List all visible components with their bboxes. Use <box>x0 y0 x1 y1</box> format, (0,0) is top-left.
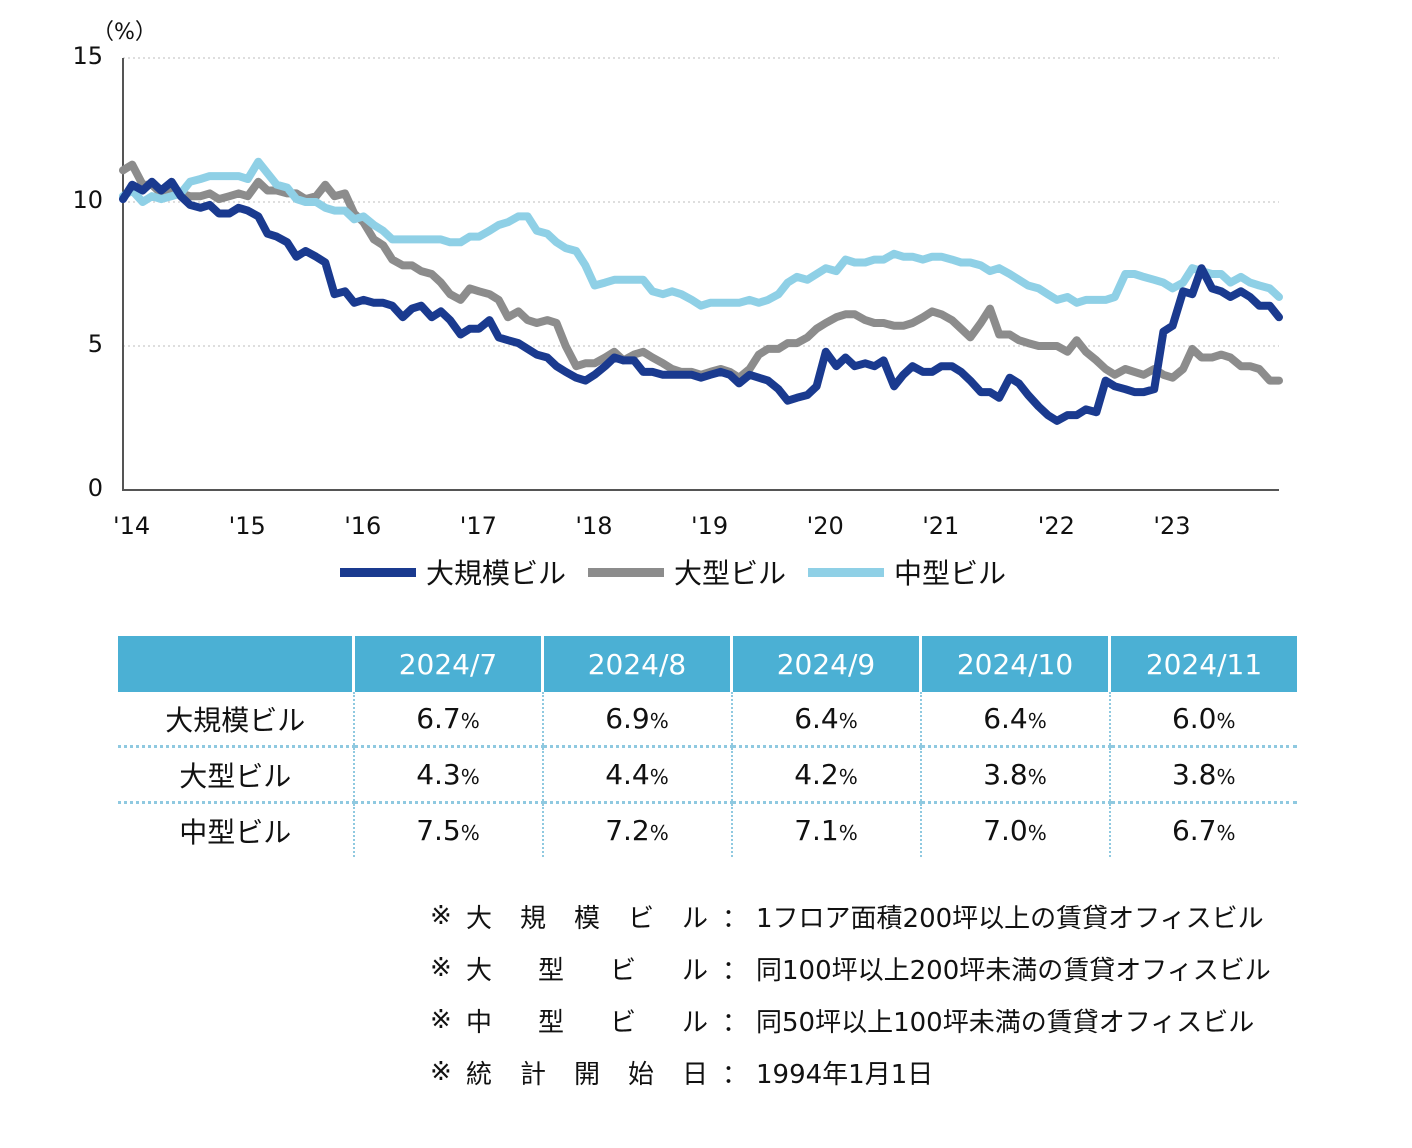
x-tick-label: '16 <box>344 512 382 540</box>
footnote-key-char: ビ <box>609 955 636 986</box>
footnote-line: ※ 大 型 ビ ル ：同100坪以上200坪未満の賃貸オフィスビル <box>430 942 1271 994</box>
chart-series <box>119 157 1283 425</box>
footnote-colon: ： <box>722 903 749 934</box>
table-corner-cell <box>118 636 354 692</box>
footnote-key-char: ル <box>681 903 708 934</box>
x-tick-label: '15 <box>228 512 266 540</box>
y-axis-unit-label: （%） <box>92 20 157 45</box>
footnote-mark: ※ <box>430 1057 452 1087</box>
table-row: 中型ビル 7.5% 7.2% 7.1% 7.0% 6.7% <box>118 802 1297 857</box>
column-header: 2024/8 <box>541 636 732 692</box>
footnote-text: 1994年1月1日 <box>756 1059 934 1090</box>
footnote-key-char: 型 <box>537 1007 564 1038</box>
footnote-key-char: 日 <box>681 1059 708 1090</box>
table-cell: 6.4% <box>730 692 921 748</box>
footnote-key-char: 大 <box>466 955 493 986</box>
footnote-mark: ※ <box>430 953 452 983</box>
legend-item-large-scale: 大規模ビル <box>340 552 566 592</box>
footnote-key-char: ビ <box>609 1007 636 1038</box>
x-tick-label: '14 <box>113 512 151 540</box>
footnote-key-char: ル <box>681 1007 708 1038</box>
y-tick-label: 0 <box>87 474 103 502</box>
footnote-key: 中型ビル <box>466 1002 722 1039</box>
x-tick-label: '19 <box>691 512 729 540</box>
series-line-2 <box>119 157 1283 310</box>
table-cell: 4.2% <box>730 746 921 804</box>
table-cell: 6.0% <box>1108 692 1297 748</box>
column-header: 2024/11 <box>1108 636 1297 692</box>
legend-label: 大規模ビル <box>426 557 567 590</box>
footnote-line: ※ 中 型 ビ ル ：同50坪以上100坪未満の賃貸オフィスビル <box>430 994 1271 1046</box>
legend-item-large: 大型ビル <box>588 552 786 592</box>
footnote-mark: ※ <box>430 901 452 931</box>
footnote-key: 大規模ビル <box>466 898 722 935</box>
footnote-text: 1フロア面積200坪以上の賃貸オフィスビル <box>756 903 1264 934</box>
table-cell: 4.4% <box>541 746 732 804</box>
legend-item-medium: 中型ビル <box>808 552 1006 592</box>
footnote-key-char: 計 <box>519 1059 546 1090</box>
x-tick-label: '17 <box>459 512 497 540</box>
table-cell: 6.4% <box>919 692 1110 748</box>
footnotes: ※ 大規模ビル： 1フロア面積200坪以上の賃貸オフィスビル ※ 大型ビル：同100坪以… <box>430 890 1271 1098</box>
table-cell: 7.5% <box>352 802 543 857</box>
footnote-line: ※ 統計開始日： 1994年1月1日 <box>430 1046 1271 1098</box>
table-cell: 6.9% <box>541 692 732 748</box>
legend-swatch <box>340 567 416 577</box>
table-row: 大型ビル 4.3% 4.4% 4.2% 3.8% 3.8% <box>118 746 1297 804</box>
footnote-text: 同100坪以上200坪未満の賃貸オフィスビル <box>756 955 1271 986</box>
footnote-key-char: ビ <box>627 903 654 934</box>
table-cell: 4.3% <box>352 746 543 804</box>
footnote-key: 大型ビル <box>466 950 722 987</box>
footnote-key-char: ル <box>681 955 708 986</box>
table-cell: 3.8% <box>1108 746 1297 804</box>
column-header: 2024/10 <box>919 636 1110 692</box>
row-label: 中型ビル <box>179 815 292 849</box>
footnote-key: 統計開始日 <box>466 1054 722 1091</box>
footnote-mark: ※ <box>430 1005 452 1035</box>
x-tick-label: '22 <box>1037 512 1075 540</box>
chart-legend: 大規模ビル 大型ビル 中型ビル <box>340 552 1028 592</box>
footnote-key-char: 中 <box>466 1007 493 1038</box>
footnote-key-char: 開 <box>573 1059 600 1090</box>
table-cell: 6.7% <box>1108 802 1297 857</box>
axis-lines <box>122 58 1279 491</box>
column-header: 2024/9 <box>730 636 921 692</box>
x-tick-label: '21 <box>922 512 960 540</box>
footnote-key-char: 型 <box>537 955 564 986</box>
legend-label: 中型ビル <box>894 557 1007 590</box>
footnote-colon: ： <box>722 1007 749 1038</box>
table-header-row: 2024/7 2024/8 2024/9 2024/10 2024/11 <box>118 636 1297 692</box>
table-row: 大規模ビル 6.7% 6.9% 6.4% 6.4% 6.0% <box>118 692 1297 748</box>
footnote-colon: ： <box>722 1059 749 1090</box>
footnote-key-char: 規 <box>519 903 546 934</box>
footnote-key-char: 始 <box>627 1059 654 1090</box>
row-label: 大規模ビル <box>118 692 354 748</box>
legend-label: 大型ビル <box>674 557 787 590</box>
x-tick-label: '20 <box>806 512 844 540</box>
series-line-0 <box>119 177 1283 425</box>
vacancy-rate-chart <box>119 57 1283 491</box>
footnote-key-char: 統 <box>466 1059 493 1090</box>
footnote-line: ※ 大規模ビル： 1フロア面積200坪以上の賃貸オフィスビル <box>430 890 1271 942</box>
footnote-colon: ： <box>722 955 749 986</box>
column-header: 2024/7 <box>352 636 543 692</box>
table-cell: 3.8% <box>919 746 1110 804</box>
legend-swatch <box>808 567 885 577</box>
y-tick-label: 15 <box>72 42 103 70</box>
chart-axes <box>122 58 1279 491</box>
table-cell: 7.0% <box>919 802 1110 857</box>
footnote-text: 同50坪以上100坪未満の賃貸オフィスビル <box>756 1007 1255 1038</box>
x-tick-label: '23 <box>1153 512 1191 540</box>
table-cell: 7.2% <box>541 802 732 857</box>
row-label: 大型ビル <box>118 746 354 804</box>
x-tick-label: '18 <box>575 512 613 540</box>
legend-swatch <box>588 567 665 577</box>
footnote-key-char: 模 <box>573 903 600 934</box>
y-tick-label: 5 <box>87 330 103 358</box>
table-cell: 7.1% <box>730 802 921 857</box>
footnote-key-char: 大 <box>466 903 493 934</box>
table-cell: 6.7% <box>352 692 543 748</box>
y-tick-label: 10 <box>72 186 103 214</box>
vacancy-rate-table: 2024/7 2024/8 2024/9 2024/10 2024/11 大規模… <box>118 636 1297 857</box>
